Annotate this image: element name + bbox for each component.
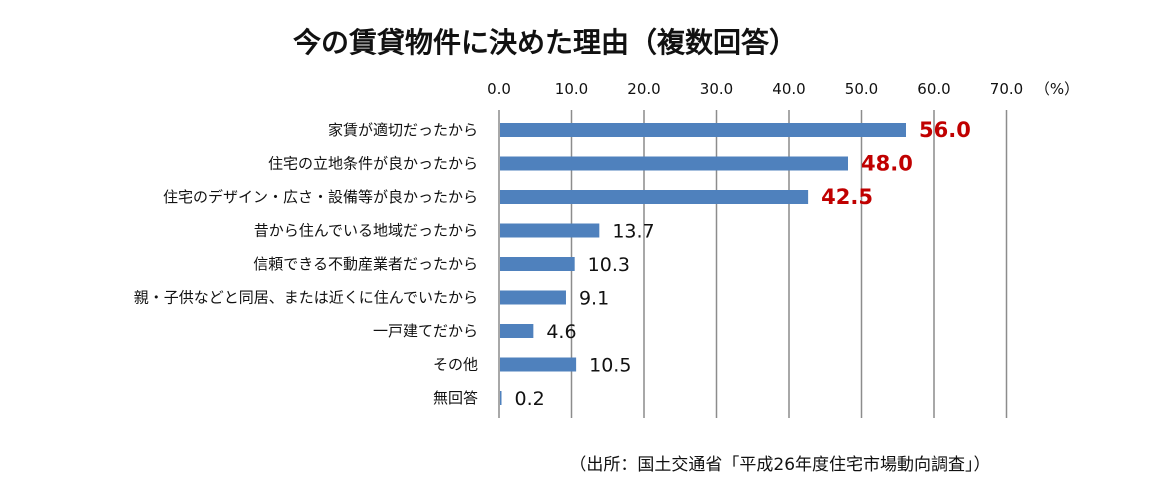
bars	[500, 123, 906, 405]
category-label: 信頼できる不動産業者だったから	[253, 255, 478, 273]
bar	[500, 156, 848, 171]
chart-title: 今の賃貸物件に決めた理由（複数回答）	[293, 26, 797, 59]
category-label: 昔から住んでいる地域だったから	[254, 222, 478, 240]
grid	[498, 110, 1008, 418]
x-axis-ticks: 0.0 10.0 20.0 30.0 40.0 50.0 60.0 70.0	[487, 80, 1023, 98]
value-label: 10.5	[589, 355, 631, 377]
category-label: 一戸建てだから	[373, 322, 478, 340]
bar	[500, 324, 534, 338]
value-label: 48.0	[861, 152, 913, 176]
bar	[500, 190, 809, 204]
x-tick-label: 50.0	[845, 80, 878, 98]
x-tick-label: 10.0	[555, 80, 588, 98]
category-label: 住宅のデザイン・広さ・設備等が良かったから	[163, 188, 478, 206]
category-label: 住宅の立地条件が良かったから	[268, 155, 478, 173]
bar	[500, 357, 577, 372]
x-tick-label: 20.0	[627, 80, 660, 98]
value-label: 13.7	[612, 221, 654, 243]
category-label: 無回答	[433, 389, 478, 407]
x-tick-label: 30.0	[700, 80, 733, 98]
value-labels: 56.048.0 42.5 13.7 10.3 9.14.6 10.5 0.2	[515, 118, 971, 410]
category-label: 家賃が適切だったから	[328, 121, 478, 139]
value-label: 0.2	[515, 388, 545, 410]
bar	[500, 223, 600, 238]
x-tick-label: 60.0	[917, 80, 950, 98]
x-tick-label: 40.0	[772, 80, 805, 98]
bar	[500, 290, 566, 305]
bar	[500, 123, 906, 137]
value-label: 42.5	[821, 185, 873, 209]
source-note: （出所：国土交通省「平成26年度住宅市場動向調査」）	[569, 455, 990, 475]
category-labels: 家賃が適切だったから住宅の立地条件が良かったから住宅のデザイン・広さ・設備等が良…	[134, 121, 478, 407]
category-label: 親・子供などと同居、または近くに住んでいたから	[134, 289, 478, 307]
value-label: 9.1	[579, 288, 609, 310]
x-tick-label: 70.0	[990, 80, 1023, 98]
bar	[500, 391, 502, 405]
bar	[500, 257, 575, 271]
value-label: 4.6	[546, 321, 576, 343]
value-label: 56.0	[919, 118, 971, 142]
x-tick-label: 0.0	[487, 80, 511, 98]
value-label: 10.3	[588, 254, 630, 276]
category-label: その他	[433, 356, 478, 374]
unit-label: （%）	[1035, 80, 1079, 98]
